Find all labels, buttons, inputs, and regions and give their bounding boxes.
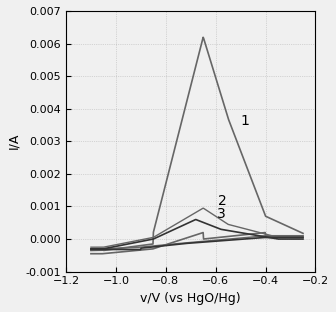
X-axis label: v/V (vs HgO/Hg): v/V (vs HgO/Hg) — [140, 292, 241, 305]
Y-axis label: I/A: I/A — [7, 133, 20, 149]
Text: 1: 1 — [241, 114, 250, 128]
Text: 2: 2 — [218, 194, 227, 208]
Text: 3: 3 — [217, 207, 226, 221]
